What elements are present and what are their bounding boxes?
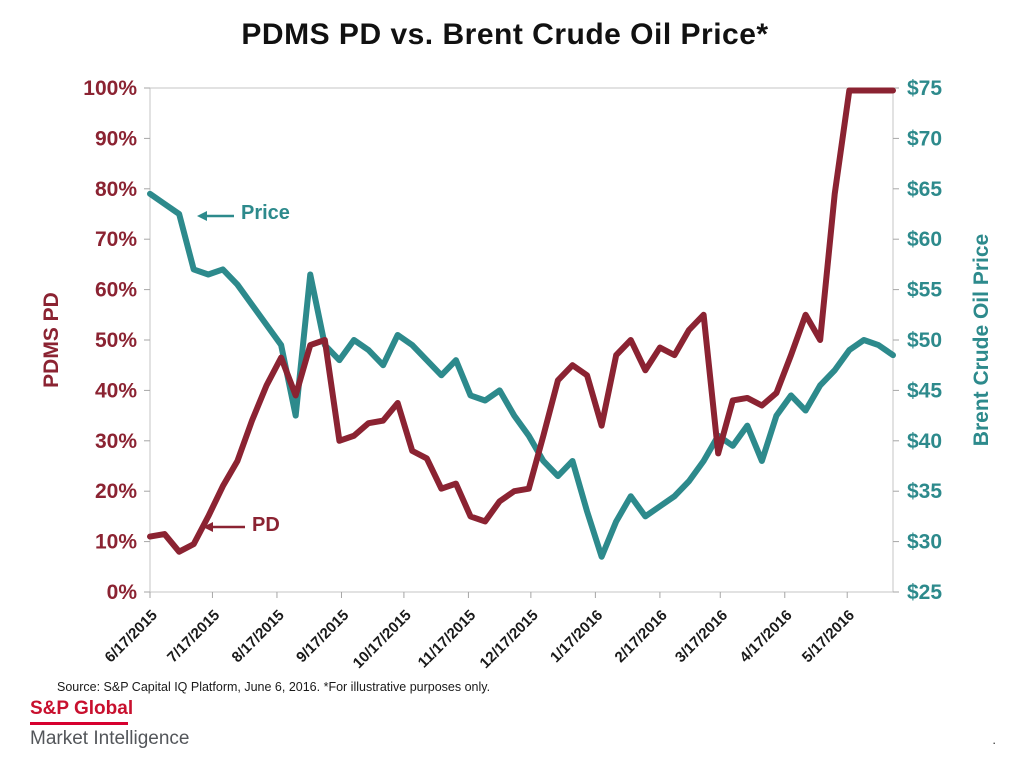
- svg-text:Brent Crude Oil Price: Brent Crude Oil Price: [970, 234, 993, 446]
- svg-text:50%: 50%: [95, 329, 137, 352]
- svg-text:$25: $25: [907, 581, 942, 604]
- brand-logo: S&P Global Market Intelligence: [30, 698, 189, 751]
- pd-series-label: PD: [252, 514, 280, 536]
- svg-text:40%: 40%: [95, 379, 137, 402]
- svg-text:$35: $35: [907, 480, 942, 503]
- svg-text:PDMS PD: PDMS PD: [40, 292, 63, 388]
- svg-text:$60: $60: [907, 228, 942, 251]
- brand-wordmark-top: S&P Global: [30, 698, 134, 719]
- svg-text:$65: $65: [907, 178, 942, 201]
- svg-text:5/17/2016: 5/17/2016: [799, 607, 858, 666]
- svg-text:6/17/2015: 6/17/2015: [102, 607, 161, 666]
- svg-text:7/17/2015: 7/17/2015: [164, 607, 223, 666]
- svg-text:$55: $55: [907, 279, 942, 302]
- svg-text:$75: $75: [907, 77, 942, 100]
- svg-text:1/17/2016: 1/17/2016: [547, 607, 606, 666]
- svg-text:100%: 100%: [83, 77, 137, 100]
- svg-text:8/17/2015: 8/17/2015: [229, 607, 288, 666]
- chart-title: PDMS PD vs. Brent Crude Oil Price*: [241, 18, 769, 51]
- svg-text:$45: $45: [907, 379, 942, 402]
- svg-text:$30: $30: [907, 531, 942, 554]
- footer-dot: .: [992, 732, 996, 747]
- svg-text:60%: 60%: [95, 279, 137, 302]
- svg-text:$50: $50: [907, 329, 942, 352]
- svg-text:3/17/2016: 3/17/2016: [672, 607, 731, 666]
- svg-text:$40: $40: [907, 430, 942, 453]
- svg-text:$70: $70: [907, 127, 942, 150]
- svg-text:30%: 30%: [95, 430, 137, 453]
- svg-text:20%: 20%: [95, 480, 137, 503]
- svg-text:9/17/2015: 9/17/2015: [293, 607, 352, 666]
- svg-text:11/17/2015: 11/17/2015: [415, 607, 480, 672]
- svg-text:70%: 70%: [95, 228, 137, 251]
- svg-text:90%: 90%: [95, 127, 137, 150]
- svg-text:2/17/2016: 2/17/2016: [612, 607, 671, 666]
- svg-text:10/17/2015: 10/17/2015: [350, 607, 415, 672]
- brand-underline: [30, 722, 128, 725]
- source-note: Source: S&P Capital IQ Platform, June 6,…: [57, 680, 491, 694]
- svg-text:0%: 0%: [107, 581, 138, 604]
- price-series-label: Price: [241, 202, 290, 224]
- svg-text:10%: 10%: [95, 531, 137, 554]
- brand-wordmark-bottom: Market Intelligence: [30, 728, 190, 749]
- svg-text:4/17/2016: 4/17/2016: [736, 607, 795, 666]
- svg-text:12/17/2015: 12/17/2015: [477, 607, 542, 672]
- svg-text:80%: 80%: [95, 178, 137, 201]
